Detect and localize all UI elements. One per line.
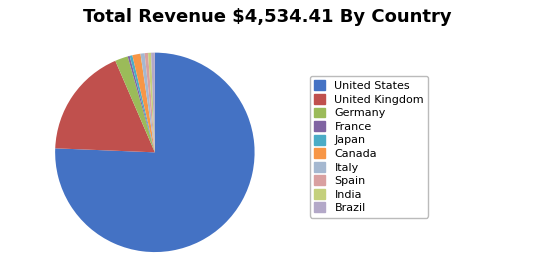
Wedge shape <box>55 53 255 252</box>
Wedge shape <box>145 53 155 152</box>
Wedge shape <box>115 57 155 152</box>
Wedge shape <box>151 53 155 152</box>
Legend: United States, United Kingdom, Germany, France, Japan, Canada, Italy, Spain, Ind: United States, United Kingdom, Germany, … <box>310 76 428 218</box>
Wedge shape <box>140 53 155 152</box>
Wedge shape <box>148 53 155 152</box>
Wedge shape <box>130 55 155 152</box>
Wedge shape <box>132 54 155 152</box>
Text: Total Revenue $4,534.41 By Country: Total Revenue $4,534.41 By Country <box>83 8 451 26</box>
Wedge shape <box>128 56 155 152</box>
Wedge shape <box>55 61 155 152</box>
